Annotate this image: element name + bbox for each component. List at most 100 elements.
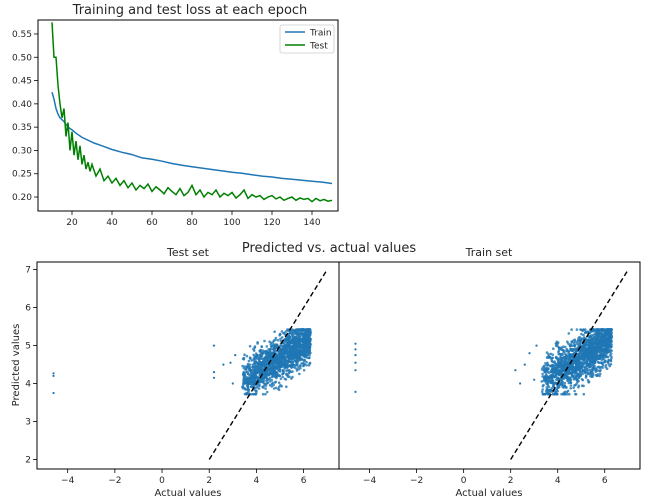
data-point [598, 339, 601, 343]
data-point [254, 375, 257, 379]
data-point [246, 380, 250, 384]
data-point [282, 371, 286, 375]
data-point [562, 365, 566, 369]
data-point [279, 337, 282, 341]
data-point [247, 364, 250, 368]
data-point [570, 364, 574, 367]
data-point [559, 352, 562, 356]
data-point [253, 370, 256, 374]
data-point [555, 363, 558, 366]
data-point [597, 356, 601, 360]
data-point [578, 369, 581, 373]
data-point [229, 361, 232, 364]
data-point [266, 360, 269, 363]
data-point [606, 334, 610, 337]
data-point [581, 363, 585, 366]
data-point [250, 368, 254, 372]
data-point [254, 391, 258, 394]
data-point [594, 370, 598, 373]
data-point [545, 351, 549, 354]
data-point [564, 345, 567, 349]
data-point [575, 378, 579, 382]
data-point [544, 376, 547, 379]
data-point [596, 329, 599, 333]
x-tick-label: 6 [602, 476, 608, 486]
data-point [302, 362, 306, 366]
data-point [263, 339, 266, 343]
data-point [569, 384, 573, 387]
data-point [265, 353, 268, 356]
data-point [259, 356, 262, 359]
data-point [279, 365, 282, 369]
data-point [543, 370, 547, 374]
data-point [555, 342, 558, 345]
data-point [567, 357, 571, 360]
data-point [568, 377, 571, 381]
data-point [276, 372, 279, 376]
data-point [260, 353, 263, 357]
data-point [561, 383, 564, 386]
data-point [541, 375, 544, 378]
data-point [280, 359, 284, 363]
data-point [265, 356, 269, 360]
data-point [297, 365, 300, 369]
data-point [602, 344, 606, 347]
data-point [562, 360, 565, 364]
data-point [297, 336, 300, 339]
data-point [212, 376, 216, 379]
data-point [287, 345, 291, 348]
data-point [590, 336, 594, 339]
data-point [533, 378, 536, 381]
data-point [589, 351, 593, 355]
data-point [609, 340, 613, 344]
data-point [248, 369, 252, 372]
data-point [274, 338, 277, 342]
data-point [294, 347, 298, 350]
data-point [575, 364, 578, 367]
data-point [241, 364, 244, 368]
data-point [304, 338, 307, 342]
data-point [566, 342, 570, 345]
y-tick-label: 6 [25, 304, 31, 314]
data-point [298, 342, 302, 346]
data-point [258, 383, 261, 386]
data-point [565, 372, 568, 376]
data-point [556, 357, 560, 360]
data-point [291, 347, 294, 351]
data-point [567, 351, 570, 355]
data-point [291, 330, 295, 333]
data-point [52, 391, 55, 395]
x-tick-label: −4 [61, 476, 75, 486]
data-point [265, 381, 269, 385]
data-point [260, 345, 264, 348]
data-point [563, 381, 567, 385]
data-point [591, 352, 595, 356]
data-point [561, 380, 565, 384]
data-point [288, 375, 291, 379]
data-point [609, 328, 613, 331]
data-point [306, 353, 309, 357]
data-point [600, 328, 604, 331]
data-point [580, 384, 584, 388]
data-point [291, 360, 295, 364]
data-point [250, 377, 254, 381]
data-point [286, 356, 290, 359]
data-point [264, 387, 267, 390]
data-point [554, 356, 558, 359]
data-point [268, 357, 272, 360]
data-point [231, 382, 234, 385]
data-point [571, 353, 574, 357]
data-point [303, 351, 306, 355]
data-point [591, 366, 595, 369]
data-point [578, 364, 581, 368]
data-point [286, 341, 289, 345]
data-point [306, 356, 309, 360]
data-point [251, 363, 254, 367]
data-point [270, 378, 274, 382]
data-point [284, 358, 287, 362]
data-point [585, 359, 589, 363]
x-tick-label: −2 [108, 476, 121, 486]
data-point [600, 361, 603, 365]
data-point [575, 382, 578, 386]
data-point [285, 385, 288, 389]
